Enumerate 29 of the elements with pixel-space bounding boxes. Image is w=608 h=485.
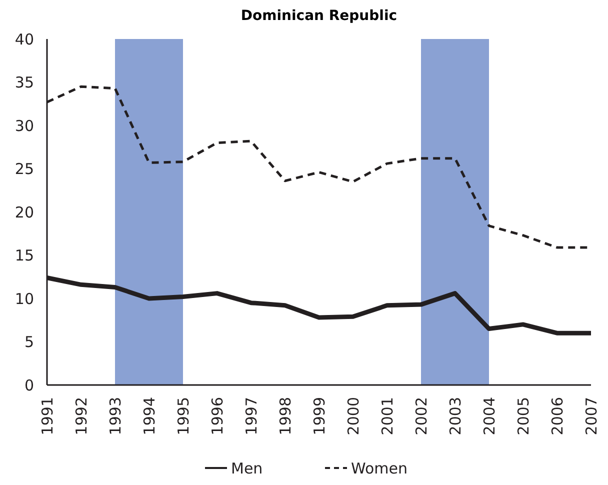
y-tick-label: 40 bbox=[14, 30, 34, 48]
y-tick-label: 10 bbox=[14, 290, 34, 308]
y-tick-label: 25 bbox=[14, 160, 34, 178]
chart-title: Dominican Republic bbox=[240, 8, 398, 24]
x-tick-label: 1991 bbox=[38, 397, 56, 436]
x-tick-label: 2003 bbox=[446, 397, 464, 436]
y-tick-label: 30 bbox=[14, 116, 34, 135]
x-tick-label: 2006 bbox=[548, 397, 566, 436]
x-tick-label: 2002 bbox=[412, 397, 430, 436]
y-tick-label: 0 bbox=[24, 376, 34, 394]
x-tick-label: 2005 bbox=[514, 397, 532, 436]
x-tick-label: 2001 bbox=[378, 397, 396, 436]
y-tick-label: 20 bbox=[14, 203, 34, 222]
x-tick-label: 1992 bbox=[72, 397, 90, 436]
x-tick-label: 2000 bbox=[344, 397, 362, 436]
x-tick-label: 2007 bbox=[582, 397, 600, 436]
x-tick-label: 2004 bbox=[480, 397, 498, 436]
x-tick-label: 1997 bbox=[242, 397, 260, 436]
x-tick-label: 1998 bbox=[276, 397, 294, 436]
x-tick-label: 1993 bbox=[106, 397, 124, 436]
x-tick-label: 1999 bbox=[310, 397, 328, 436]
legend-label: Women bbox=[351, 459, 408, 478]
x-tick-label: 1996 bbox=[208, 397, 226, 436]
y-tick-label: 35 bbox=[14, 74, 34, 92]
x-tick-label: 1995 bbox=[174, 397, 192, 436]
y-tick-label: 5 bbox=[24, 333, 34, 351]
x-tick-label: 1994 bbox=[140, 397, 158, 436]
y-tick-label: 15 bbox=[14, 246, 34, 264]
legend-label: Men bbox=[231, 459, 263, 478]
